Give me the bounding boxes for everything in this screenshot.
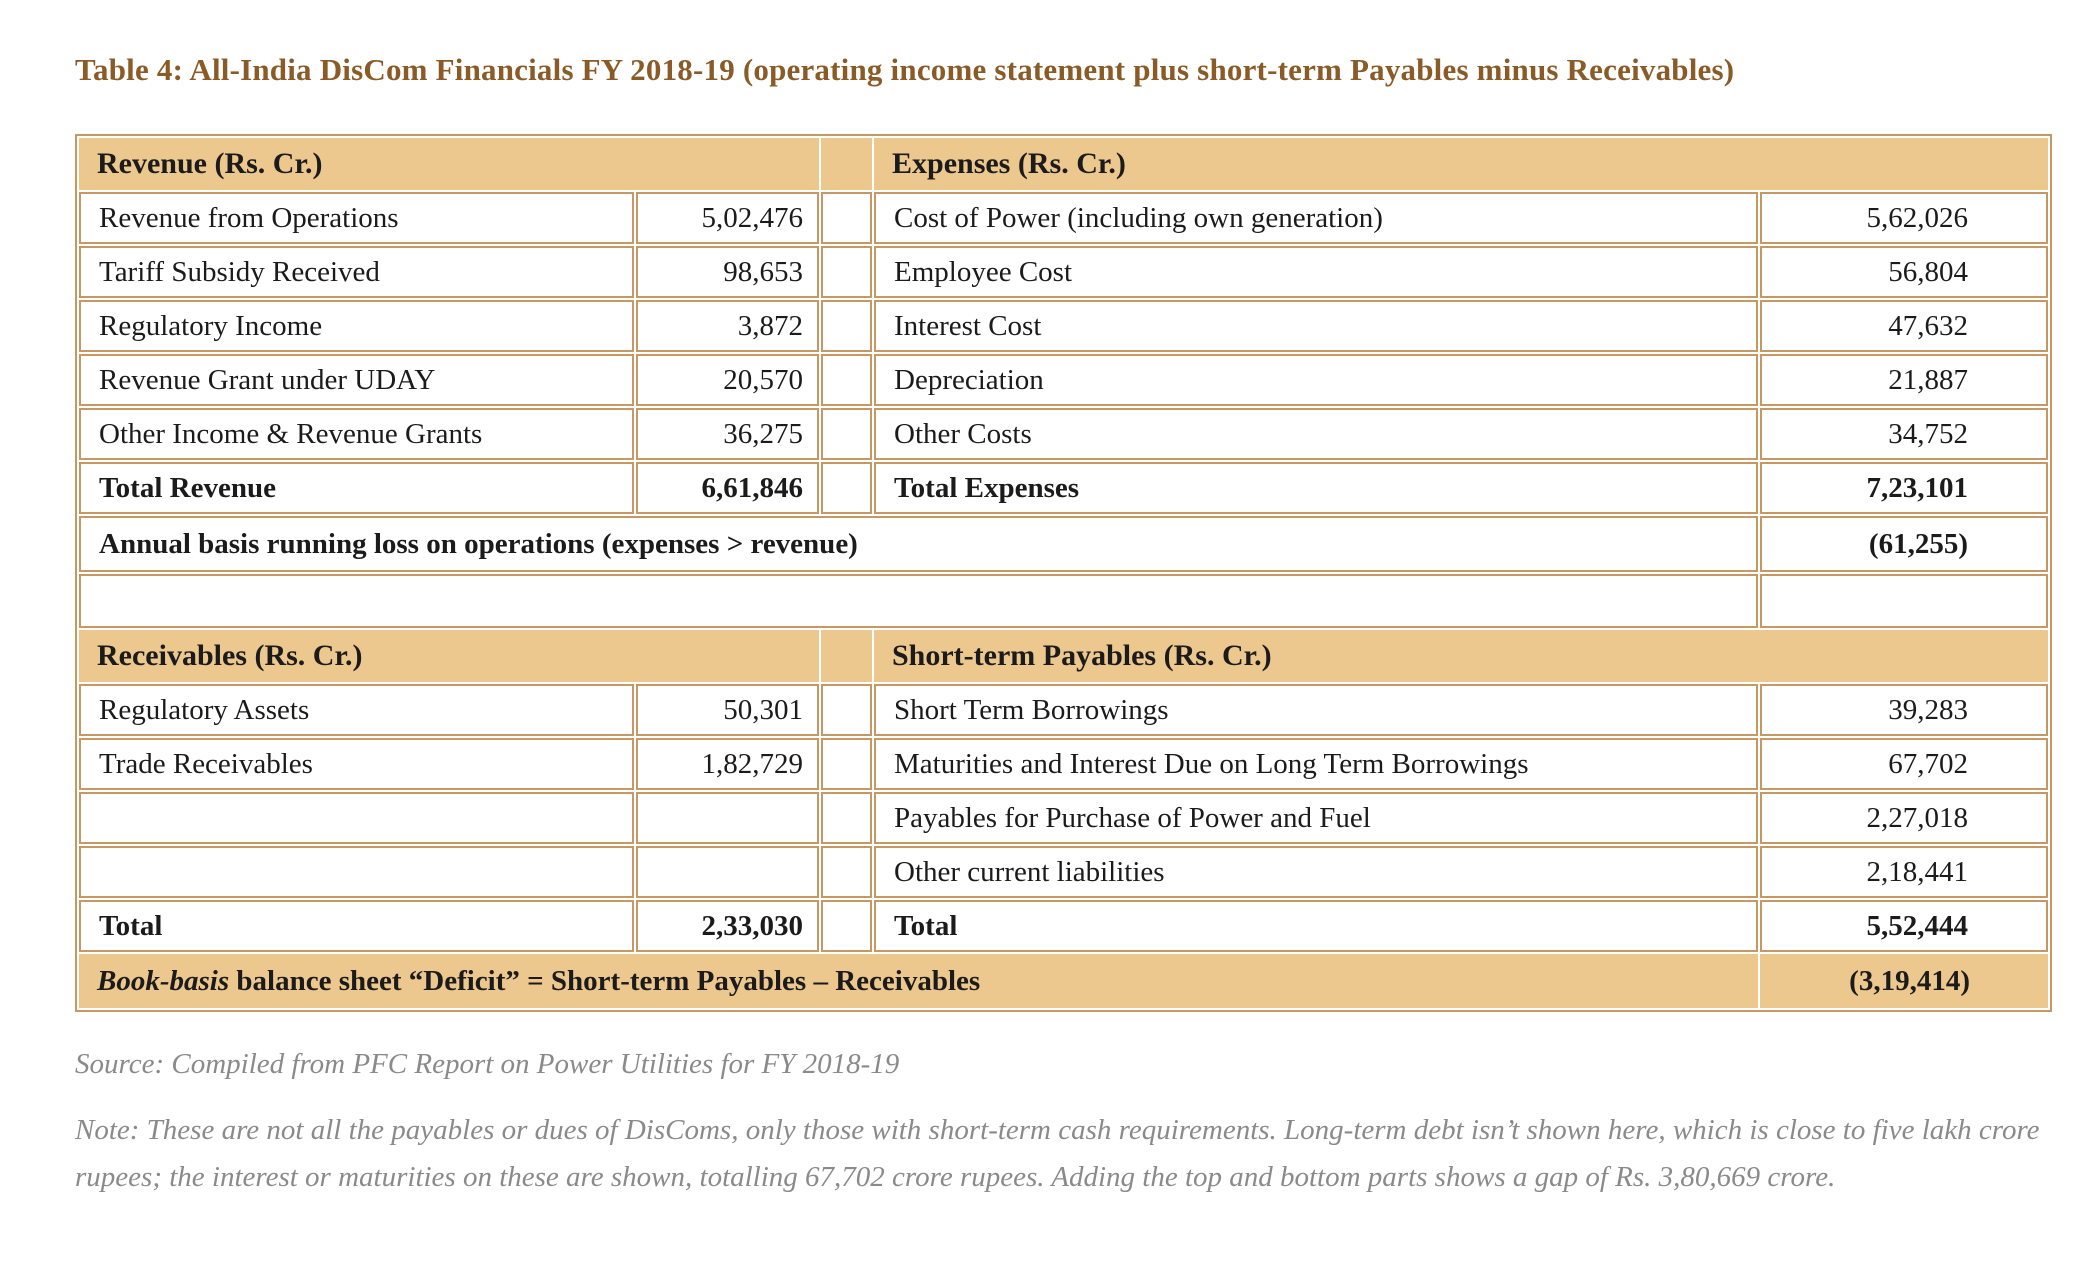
operating-loss-row: Annual basis running loss on operations … [79, 516, 2048, 572]
source-line: Source: Compiled from PFC Report on Powe… [75, 1048, 900, 1080]
revenue-row-value: 3,872 [636, 300, 819, 352]
expenses-section-header: Expenses (Rs. Cr.) [874, 138, 2048, 190]
spacer-cell [821, 192, 872, 244]
total-payables-value: 5,52,444 [1760, 900, 2048, 952]
total-receivables-value: 2,33,030 [636, 900, 819, 952]
receivable-row-label: Regulatory Assets [79, 684, 634, 736]
page-title: Table 4: All-India DisCom Financials FY … [75, 52, 1735, 87]
expense-row-value: 34,752 [1760, 408, 2048, 460]
expense-row-label: Depreciation [874, 354, 1758, 406]
payable-row-label: Short Term Borrowings [874, 684, 1758, 736]
deficit-row: Book-basis balance sheet “Deficit” = Sho… [79, 954, 2048, 1008]
revenue-row-label: Regulatory Income [79, 300, 634, 352]
receivable-row-label [79, 792, 634, 844]
blank-divider-row [79, 574, 2048, 628]
receivable-row-value [636, 846, 819, 898]
spacer-header-cell [821, 138, 872, 190]
spacer-cell [821, 684, 872, 736]
receivable-row-label: Trade Receivables [79, 738, 634, 790]
payable-row-label: Other current liabilities [874, 846, 1758, 898]
operating-loss-value: (61,255) [1760, 516, 2048, 572]
payables-section-header: Short-term Payables (Rs. Cr.) [874, 630, 2048, 682]
deficit-label-rest: balance sheet “Deficit” = Short-term Pay… [229, 964, 981, 997]
total-revenue-value: 6,61,846 [636, 462, 819, 514]
spacer-cell [821, 462, 872, 514]
spacer-cell [821, 246, 872, 298]
revenue-section-header: Revenue (Rs. Cr.) [79, 138, 819, 190]
spacer-cell [821, 846, 872, 898]
spacer-cell [821, 738, 872, 790]
table-row: Other Income & Revenue Grants 36,275 Oth… [79, 408, 2048, 460]
revenue-row-value: 36,275 [636, 408, 819, 460]
payable-row-value: 39,283 [1760, 684, 2048, 736]
expense-row-label: Cost of Power (including own generation) [874, 192, 1758, 244]
payable-row-value: 2,18,441 [1760, 846, 2048, 898]
blank-cell [79, 574, 1758, 628]
expense-row-value: 5,62,026 [1760, 192, 2048, 244]
revenue-row-label: Tariff Subsidy Received [79, 246, 634, 298]
total-expenses-value: 7,23,101 [1760, 462, 2048, 514]
spacer-cell [821, 354, 872, 406]
total-receivables-label: Total [79, 900, 634, 952]
revenue-row-value: 5,02,476 [636, 192, 819, 244]
totals-row: Total Revenue 6,61,846 Total Expenses 7,… [79, 462, 2048, 514]
total-expenses-label: Total Expenses [874, 462, 1758, 514]
revenue-row-label: Revenue from Operations [79, 192, 634, 244]
payable-row-label: Maturities and Interest Due on Long Term… [874, 738, 1758, 790]
payable-row-label: Payables for Purchase of Power and Fuel [874, 792, 1758, 844]
table-row: Tariff Subsidy Received 98,653 Employee … [79, 246, 2048, 298]
table-row: Revenue from Operations 5,02,476 Cost of… [79, 192, 2048, 244]
receivable-row-value: 50,301 [636, 684, 819, 736]
expense-row-value: 47,632 [1760, 300, 2048, 352]
receivable-row-value: 1,82,729 [636, 738, 819, 790]
spacer-cell [821, 408, 872, 460]
totals-row: Total 2,33,030 Total 5,52,444 [79, 900, 2048, 952]
spacer-cell [821, 900, 872, 952]
expense-row-value: 21,887 [1760, 354, 2048, 406]
balance-header-row: Receivables (Rs. Cr.) Short-term Payable… [79, 630, 2048, 682]
note-paragraph: Note: These are not all the payables or … [75, 1114, 2040, 1193]
table-row: Revenue Grant under UDAY 20,570 Deprecia… [79, 354, 2048, 406]
spacer-header-cell [821, 630, 872, 682]
document-page: Table 4: All-India DisCom Financials FY … [75, 52, 2052, 1193]
deficit-value: (3,19,414) [1760, 954, 2048, 1008]
deficit-label-italic-part: Book-basis [97, 964, 230, 997]
income-header-row: Revenue (Rs. Cr.) Expenses (Rs. Cr.) [79, 138, 2048, 190]
revenue-row-value: 98,653 [636, 246, 819, 298]
blank-cell [1760, 574, 2048, 628]
receivables-section-header: Receivables (Rs. Cr.) [79, 630, 819, 682]
table-row: Payables for Purchase of Power and Fuel … [79, 792, 2048, 844]
payable-row-value: 2,27,018 [1760, 792, 2048, 844]
table-row: Other current liabilities 2,18,441 [79, 846, 2048, 898]
receivable-row-label [79, 846, 634, 898]
total-revenue-label: Total Revenue [79, 462, 634, 514]
revenue-row-label: Revenue Grant under UDAY [79, 354, 634, 406]
payable-row-value: 67,702 [1760, 738, 2048, 790]
revenue-row-label: Other Income & Revenue Grants [79, 408, 634, 460]
expense-row-value: 56,804 [1760, 246, 2048, 298]
table-row: Regulatory Income 3,872 Interest Cost 47… [79, 300, 2048, 352]
spacer-cell [821, 792, 872, 844]
total-payables-label: Total [874, 900, 1758, 952]
expense-row-label: Other Costs [874, 408, 1758, 460]
deficit-label: Book-basis balance sheet “Deficit” = Sho… [79, 954, 1758, 1008]
revenue-row-value: 20,570 [636, 354, 819, 406]
table-row: Regulatory Assets 50,301 Short Term Borr… [79, 684, 2048, 736]
receivable-row-value [636, 792, 819, 844]
table-row: Trade Receivables 1,82,729 Maturities an… [79, 738, 2048, 790]
expense-row-label: Employee Cost [874, 246, 1758, 298]
financial-table: Revenue (Rs. Cr.) Expenses (Rs. Cr.) Rev… [75, 134, 2052, 1012]
spacer-cell [821, 300, 872, 352]
expense-row-label: Interest Cost [874, 300, 1758, 352]
operating-loss-label: Annual basis running loss on operations … [79, 516, 1758, 572]
